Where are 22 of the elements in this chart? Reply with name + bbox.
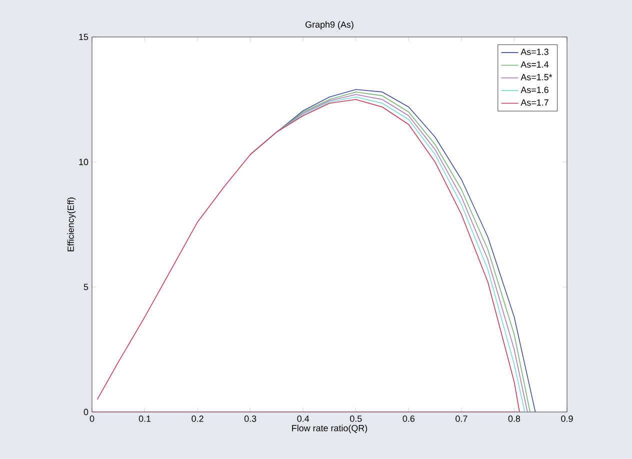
- x-tick-label: 0.7: [456, 416, 468, 422]
- x-tick-label: 0: [90, 416, 94, 422]
- legend-label: As=1.6: [520, 86, 548, 94]
- x-tick-label: 0.3: [244, 416, 256, 422]
- legend-label: As=1.3: [520, 48, 548, 56]
- legend-label: As=1.4: [520, 61, 549, 68]
- legend-label: As=1.5*: [520, 74, 552, 80]
- chart-title: Graph9 (As): [306, 21, 354, 30]
- y-tick-label: 0: [84, 408, 88, 416]
- x-tick-label: 0.2: [192, 416, 204, 422]
- x-tick-label: 0.4: [297, 416, 310, 422]
- y-tick-label: 15: [79, 34, 88, 40]
- x-tick-label: 0.9: [561, 416, 573, 422]
- y-axis-title: Efficiency(Eff): [67, 198, 76, 252]
- x-tick-label: 0.1: [138, 416, 151, 422]
- x-axis-title: Flow rate ratio(QR): [292, 424, 368, 434]
- x-tick-label: 0.5: [350, 416, 362, 422]
- legend-label: As=1.7: [520, 99, 548, 106]
- x-tick-label: 0.8: [508, 416, 520, 422]
- y-tick-label: 10: [79, 158, 88, 166]
- y-tick-label: 5: [84, 284, 88, 290]
- x-tick-label: 0.6: [402, 416, 415, 422]
